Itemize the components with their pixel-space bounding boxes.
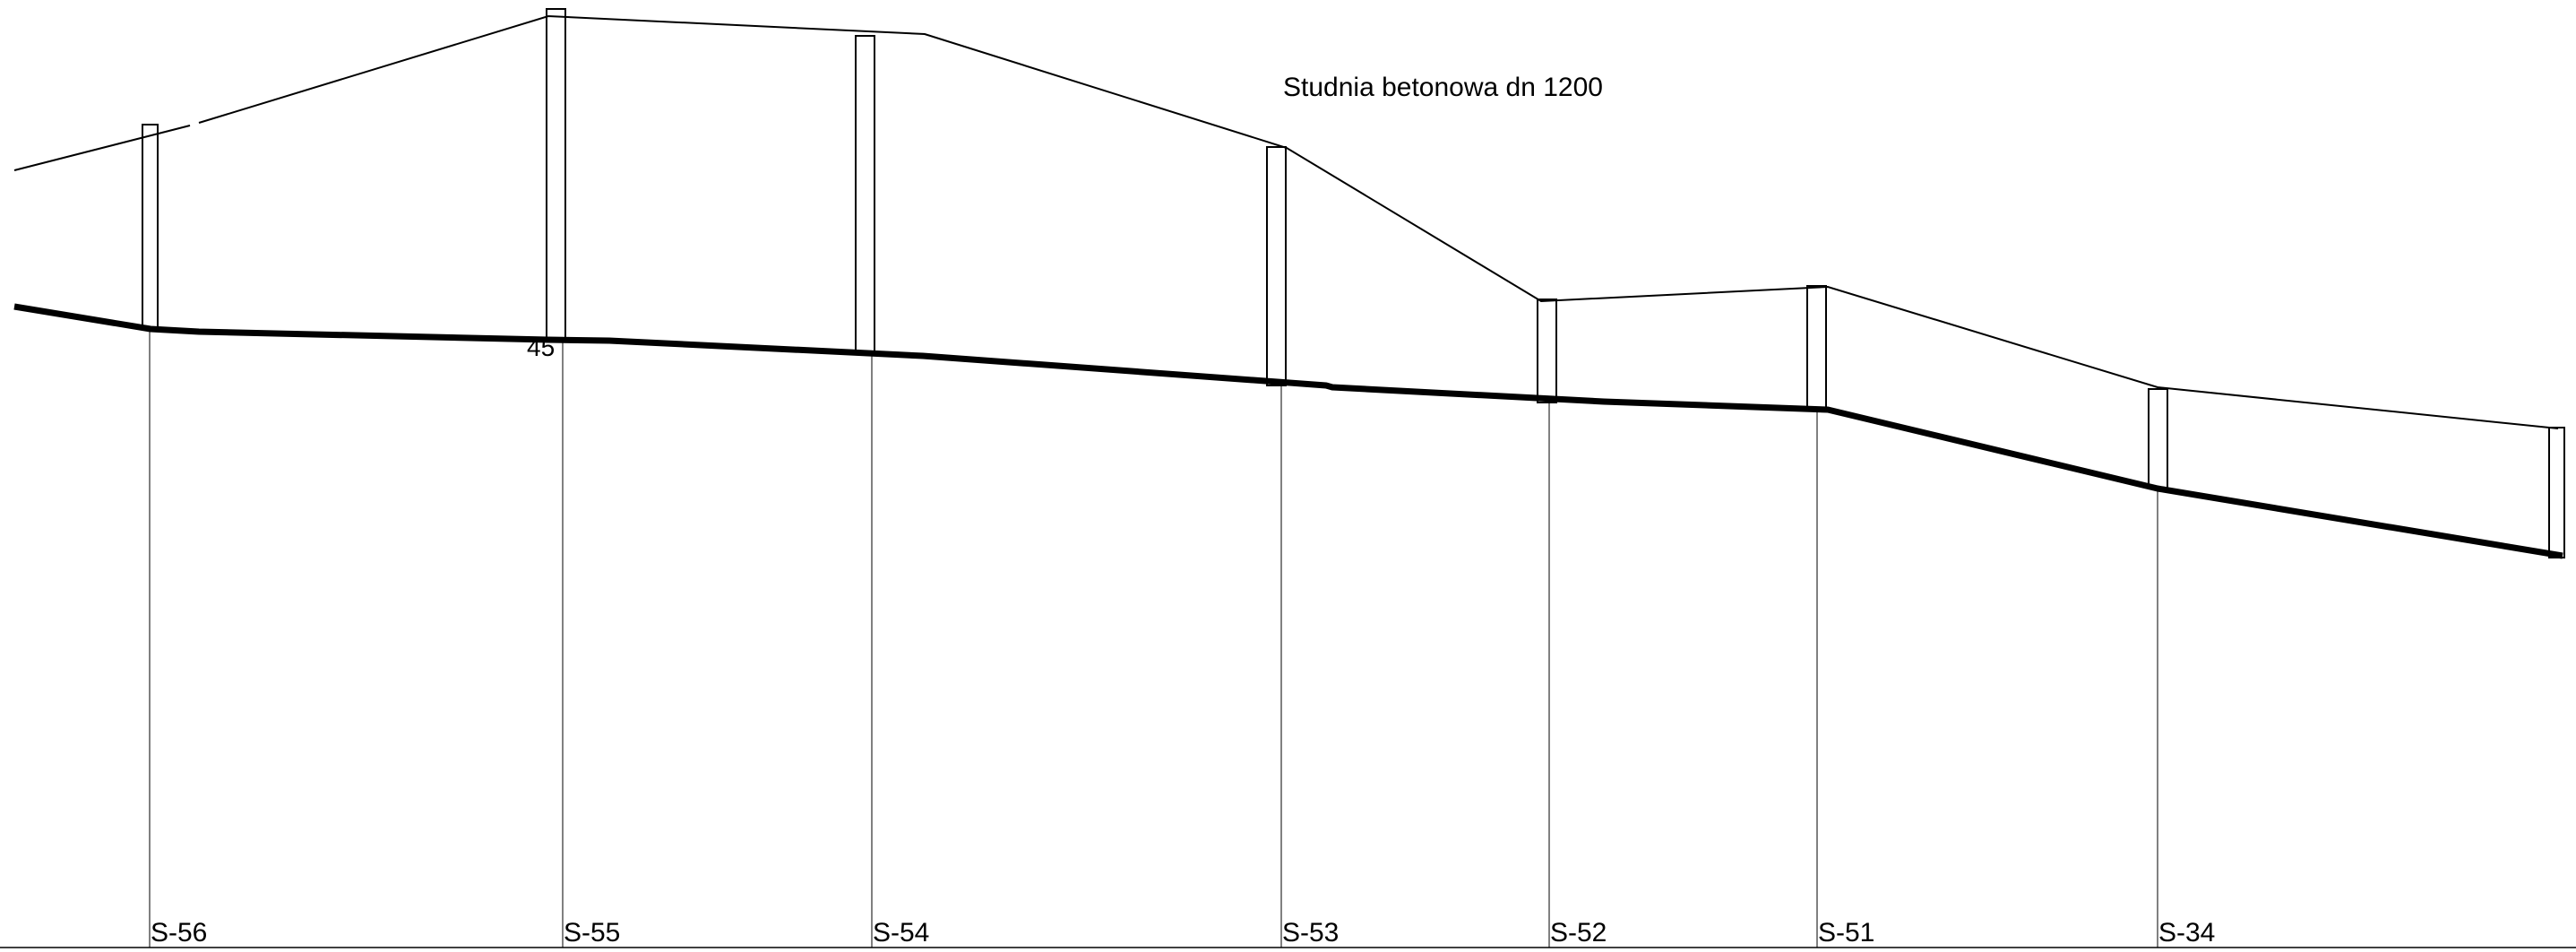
well-box-edge [2548, 427, 2565, 558]
well-box-s34 [2148, 388, 2168, 489]
well-label-s51: S-51 [1818, 918, 1874, 948]
well-label-s52: S-52 [1550, 918, 1607, 948]
well-box-s54 [855, 35, 875, 355]
terrain-line [198, 14, 2559, 429]
terrain-line-left [13, 125, 191, 171]
well-box-s51 [1806, 285, 1827, 411]
well-label-s55: S-55 [564, 918, 620, 948]
well-label-s53: S-53 [1282, 918, 1339, 948]
well-box-s56 [142, 124, 159, 330]
annotation-text: Studnia betonowa dn 1200 [1283, 73, 1603, 102]
marker-number: 45 [527, 333, 555, 361]
well-box-s55 [546, 8, 566, 340]
well-label-s54: S-54 [873, 918, 929, 948]
well-label-s56: S-56 [151, 918, 207, 948]
pipe-line [13, 303, 2563, 559]
well-box-s52 [1537, 299, 1557, 403]
well-label-s34: S-34 [2158, 918, 2215, 948]
well-box-s53 [1266, 146, 1287, 386]
